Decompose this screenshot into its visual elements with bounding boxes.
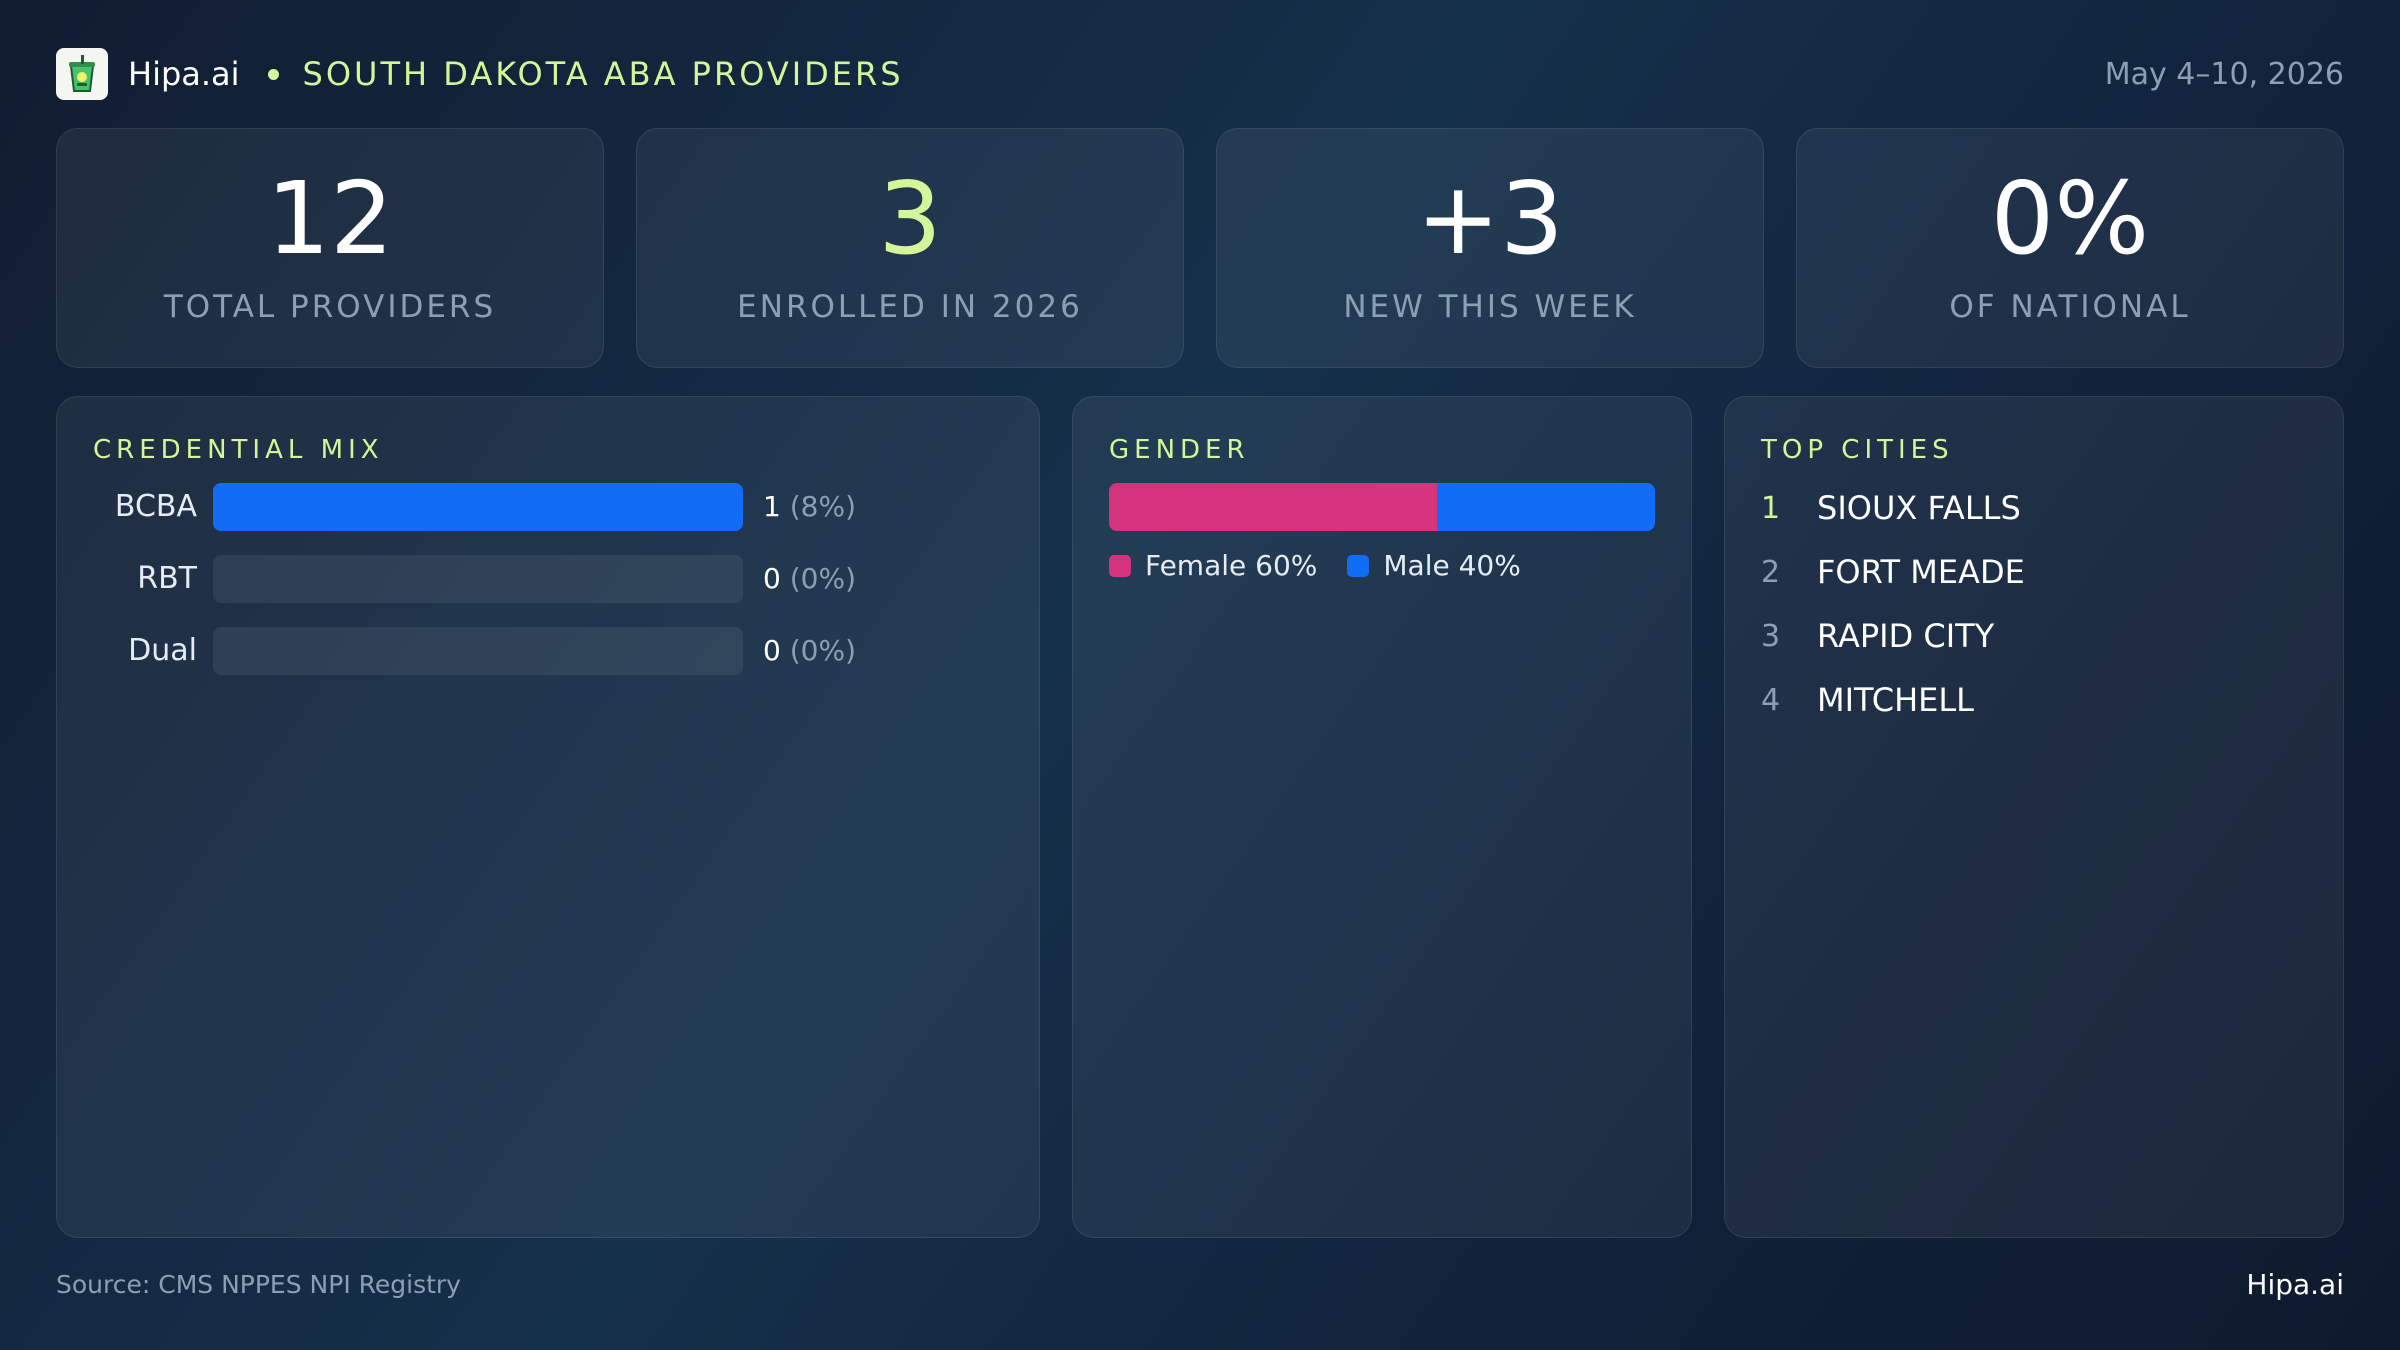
- legend-label: Female 60%: [1145, 549, 1318, 582]
- gender-panel: GENDER Female 60% Male 40%: [1072, 396, 1692, 1238]
- brand-name: Hipa.ai: [128, 55, 240, 93]
- city-name: MITCHELL: [1817, 681, 1974, 719]
- credential-pct: (0%): [789, 562, 857, 595]
- credential-label: Dual: [128, 633, 197, 668]
- credential-count: 1: [763, 490, 781, 523]
- stat-label: OF NATIONAL: [1949, 289, 2191, 325]
- page-title: SOUTH DAKOTA ABA PROVIDERS: [302, 55, 904, 93]
- credential-bar-track: [213, 555, 743, 603]
- credential-value: 1 (8%): [763, 483, 856, 531]
- source-note: Source: CMS NPPES NPI Registry: [56, 1270, 461, 1299]
- credential-count: 0: [763, 634, 781, 667]
- separator-dot: [267, 68, 279, 80]
- date-range: May 4–10, 2026: [2104, 56, 2344, 92]
- stat-value: 0%: [1990, 160, 2150, 277]
- stat-card-total-providers: 12 TOTAL PROVIDERS: [56, 128, 604, 368]
- footer-brand: Hipa.ai: [2246, 1268, 2344, 1301]
- panel-title: CREDENTIAL MIX: [93, 435, 384, 465]
- gender-legend: Female 60% Male 40%: [1109, 549, 1551, 582]
- legend-item-female: Female 60%: [1109, 549, 1317, 582]
- credential-row-rbt: RBT 0 (0%): [57, 555, 957, 603]
- credential-label: RBT: [137, 561, 197, 596]
- credential-mix-panel: CREDENTIAL MIX BCBA 1 (8%) RBT 0 (0%) Du…: [56, 396, 1040, 1238]
- stat-card-enrolled: 3 ENROLLED IN 2026: [636, 128, 1184, 368]
- city-rank: 4: [1761, 682, 1781, 718]
- city-list-item: 1 SIOUX FALLS: [1761, 483, 2021, 533]
- top-cities-panel: TOP CITIES 1 SIOUX FALLS 2 FORT MEADE 3 …: [1724, 396, 2344, 1238]
- city-list-item: 4 MITCHELL: [1761, 675, 1974, 725]
- credential-row-bcba: BCBA 1 (8%): [57, 483, 957, 531]
- stat-label: NEW THIS WEEK: [1343, 289, 1637, 325]
- city-name: RAPID CITY: [1817, 617, 1995, 655]
- stat-value: +3: [1416, 160, 1564, 277]
- credential-value: 0 (0%): [763, 627, 856, 675]
- stat-label: TOTAL PROVIDERS: [163, 289, 497, 325]
- legend-swatch-female: [1109, 554, 1131, 577]
- stat-label: ENROLLED IN 2026: [737, 289, 1083, 325]
- city-rank: 1: [1761, 490, 1781, 526]
- gender-bar: [1109, 483, 1655, 531]
- gender-bar-male: [1436, 483, 1655, 531]
- credential-count: 0: [763, 562, 781, 595]
- legend-item-male: Male 40%: [1347, 549, 1521, 582]
- gender-bar-female: [1109, 483, 1437, 531]
- header: Hipa.ai SOUTH DAKOTA ABA PROVIDERS May 4…: [56, 46, 2344, 102]
- stat-value: 3: [878, 160, 942, 277]
- credential-pct: (8%): [789, 490, 857, 523]
- legend-label: Male 40%: [1383, 549, 1521, 582]
- stat-value: 12: [266, 160, 394, 277]
- city-name: SIOUX FALLS: [1817, 489, 2021, 527]
- city-list-item: 2 FORT MEADE: [1761, 547, 2025, 597]
- credential-bar-fill: [213, 483, 743, 531]
- stat-card-of-national: 0% OF NATIONAL: [1796, 128, 2344, 368]
- city-rank: 2: [1761, 554, 1781, 590]
- credential-row-dual: Dual 0 (0%): [57, 627, 957, 675]
- panel-title: TOP CITIES: [1761, 435, 1954, 465]
- legend-swatch-male: [1347, 554, 1370, 577]
- city-rank: 3: [1761, 618, 1781, 654]
- panel-title: GENDER: [1109, 435, 1250, 465]
- credential-bar-track: [213, 627, 743, 675]
- credential-label: BCBA: [114, 489, 197, 524]
- credential-pct: (0%): [789, 634, 857, 667]
- city-list-item: 3 RAPID CITY: [1761, 611, 1994, 661]
- credential-value: 0 (0%): [763, 555, 856, 603]
- credential-bar-track: [213, 483, 743, 531]
- cup-icon: [56, 48, 108, 100]
- stat-card-new-this-week: +3 NEW THIS WEEK: [1216, 128, 1764, 368]
- city-name: FORT MEADE: [1817, 553, 2025, 591]
